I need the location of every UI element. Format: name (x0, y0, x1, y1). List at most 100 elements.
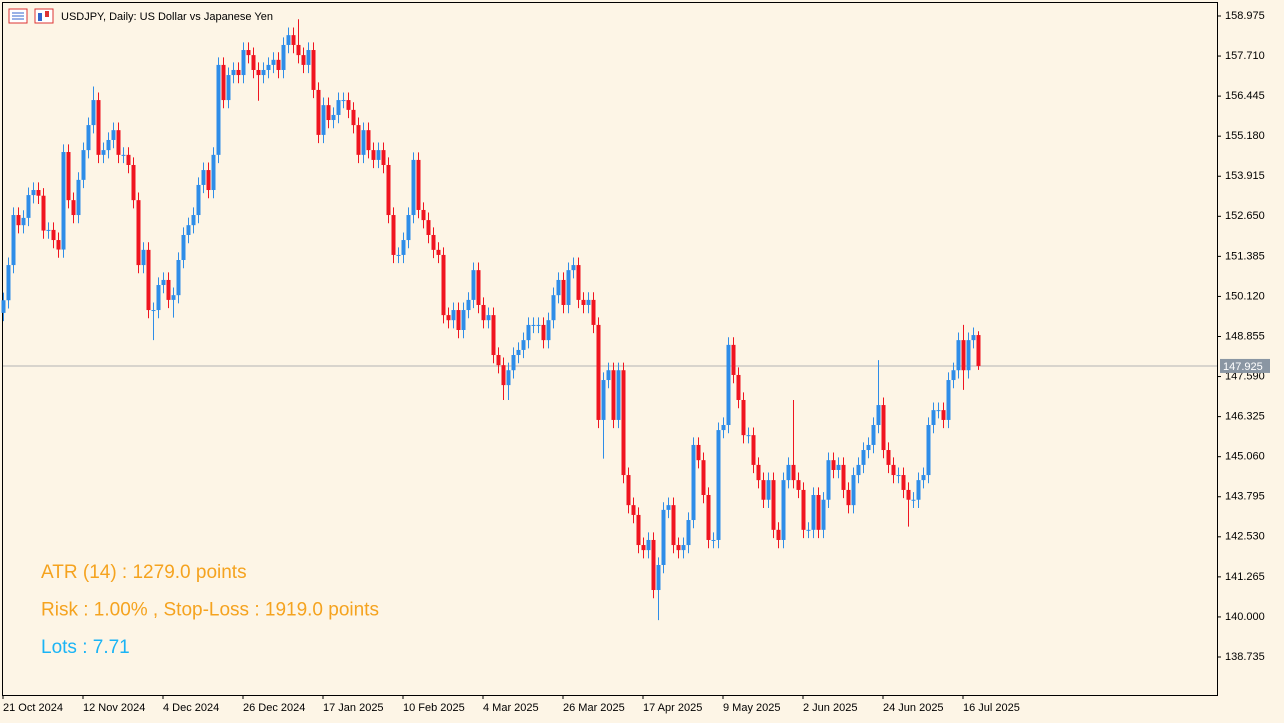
y-tick-label: 151.385 (1225, 250, 1265, 262)
candle-body (821, 499, 826, 530)
candle-body (501, 365, 506, 386)
candle-body (291, 35, 296, 45)
candle-body (521, 340, 526, 350)
candle-body (826, 460, 831, 500)
candle-body (396, 254, 401, 256)
candle-body (111, 130, 116, 140)
x-tick-label: 24 Jun 2025 (883, 702, 944, 714)
candle-body (361, 130, 366, 155)
candle-body (721, 425, 726, 431)
candle-body (196, 184, 201, 216)
candle-body (681, 545, 686, 551)
candle-body (761, 480, 766, 500)
candle-body (126, 154, 131, 165)
candle-body (41, 195, 46, 231)
candle-body (86, 125, 91, 151)
candle-body (46, 229, 51, 231)
candle-body (456, 310, 461, 330)
candle-body (411, 159, 416, 216)
icon-bar (45, 11, 49, 17)
candle-body (956, 340, 961, 371)
candle-body (556, 279, 561, 296)
candle-body (846, 489, 851, 506)
candle-body (256, 69, 261, 76)
candle-body (461, 310, 466, 330)
candle-body (601, 380, 606, 420)
y-tick-label: 142.530 (1225, 531, 1265, 543)
candle-body (296, 44, 301, 56)
candle-body (81, 150, 86, 180)
candle-body (941, 410, 946, 420)
candle-body (686, 520, 691, 546)
candle-body (381, 150, 386, 165)
candle-body (531, 324, 536, 326)
candle-body (856, 464, 861, 476)
candle-body (871, 425, 876, 445)
candle-body (921, 475, 926, 481)
candle-body (371, 150, 376, 160)
candle-body (6, 265, 11, 301)
candle-body (896, 475, 901, 477)
candle-body (801, 489, 806, 530)
candle-body (641, 545, 646, 551)
candle-body (566, 270, 571, 305)
candle-body (851, 475, 856, 506)
candle-body (671, 505, 676, 546)
candle-body (206, 170, 211, 191)
candle-body (11, 215, 16, 266)
chart-title: USDJPY, Daily: US Dollar vs Japanese Yen (61, 11, 273, 23)
y-tick-label: 152.650 (1225, 210, 1265, 222)
candle-body (211, 154, 216, 191)
candle-body (971, 335, 976, 341)
candle-body (346, 100, 351, 110)
candle-body (496, 355, 501, 366)
candle-body (286, 35, 291, 45)
candle-body (176, 260, 181, 296)
candle-body (706, 495, 711, 540)
candle-body (861, 450, 866, 465)
candle-body (166, 279, 171, 300)
candle-body (121, 154, 126, 156)
candle-body (911, 499, 916, 501)
icon-bar (38, 13, 42, 21)
candle-body (476, 270, 481, 305)
annotation: Risk : 1.00% , Stop-Loss : 1919.0 points (41, 600, 379, 621)
candle-body (701, 460, 706, 496)
candle-body (51, 229, 56, 241)
candle-body (486, 315, 491, 321)
candle-body (866, 444, 871, 451)
candle-body (876, 405, 881, 426)
candle-body (336, 100, 341, 115)
candle-body (466, 299, 471, 311)
x-tick-label: 17 Apr 2025 (643, 702, 702, 714)
candle-body (66, 152, 71, 201)
candle-body (571, 265, 576, 271)
toolbar-icons (8, 8, 54, 24)
candle-body (181, 234, 186, 261)
candle-body (301, 55, 306, 65)
candle-body (946, 380, 951, 420)
candle-body (376, 150, 381, 160)
candle-body (961, 340, 966, 371)
candle-body (831, 460, 836, 470)
candle-body (221, 64, 226, 101)
candle-body (541, 324, 546, 341)
candle-body (251, 55, 256, 70)
x-tick-label: 26 Mar 2025 (563, 702, 625, 714)
candle-body (781, 480, 786, 540)
candle-body (581, 299, 586, 305)
y-tick-label: 157.710 (1225, 50, 1265, 62)
y-tick-label: 158.975 (1225, 10, 1265, 22)
candle-body (651, 539, 656, 591)
candle-body (431, 234, 436, 250)
candle-body (926, 425, 931, 476)
x-tick-label: 10 Feb 2025 (403, 702, 465, 714)
candle-body (726, 344, 731, 426)
candle-body (191, 215, 196, 226)
candle-body (426, 220, 431, 235)
candle-body (661, 509, 666, 565)
candle-body (656, 564, 661, 591)
current-price-box (1220, 358, 1270, 373)
